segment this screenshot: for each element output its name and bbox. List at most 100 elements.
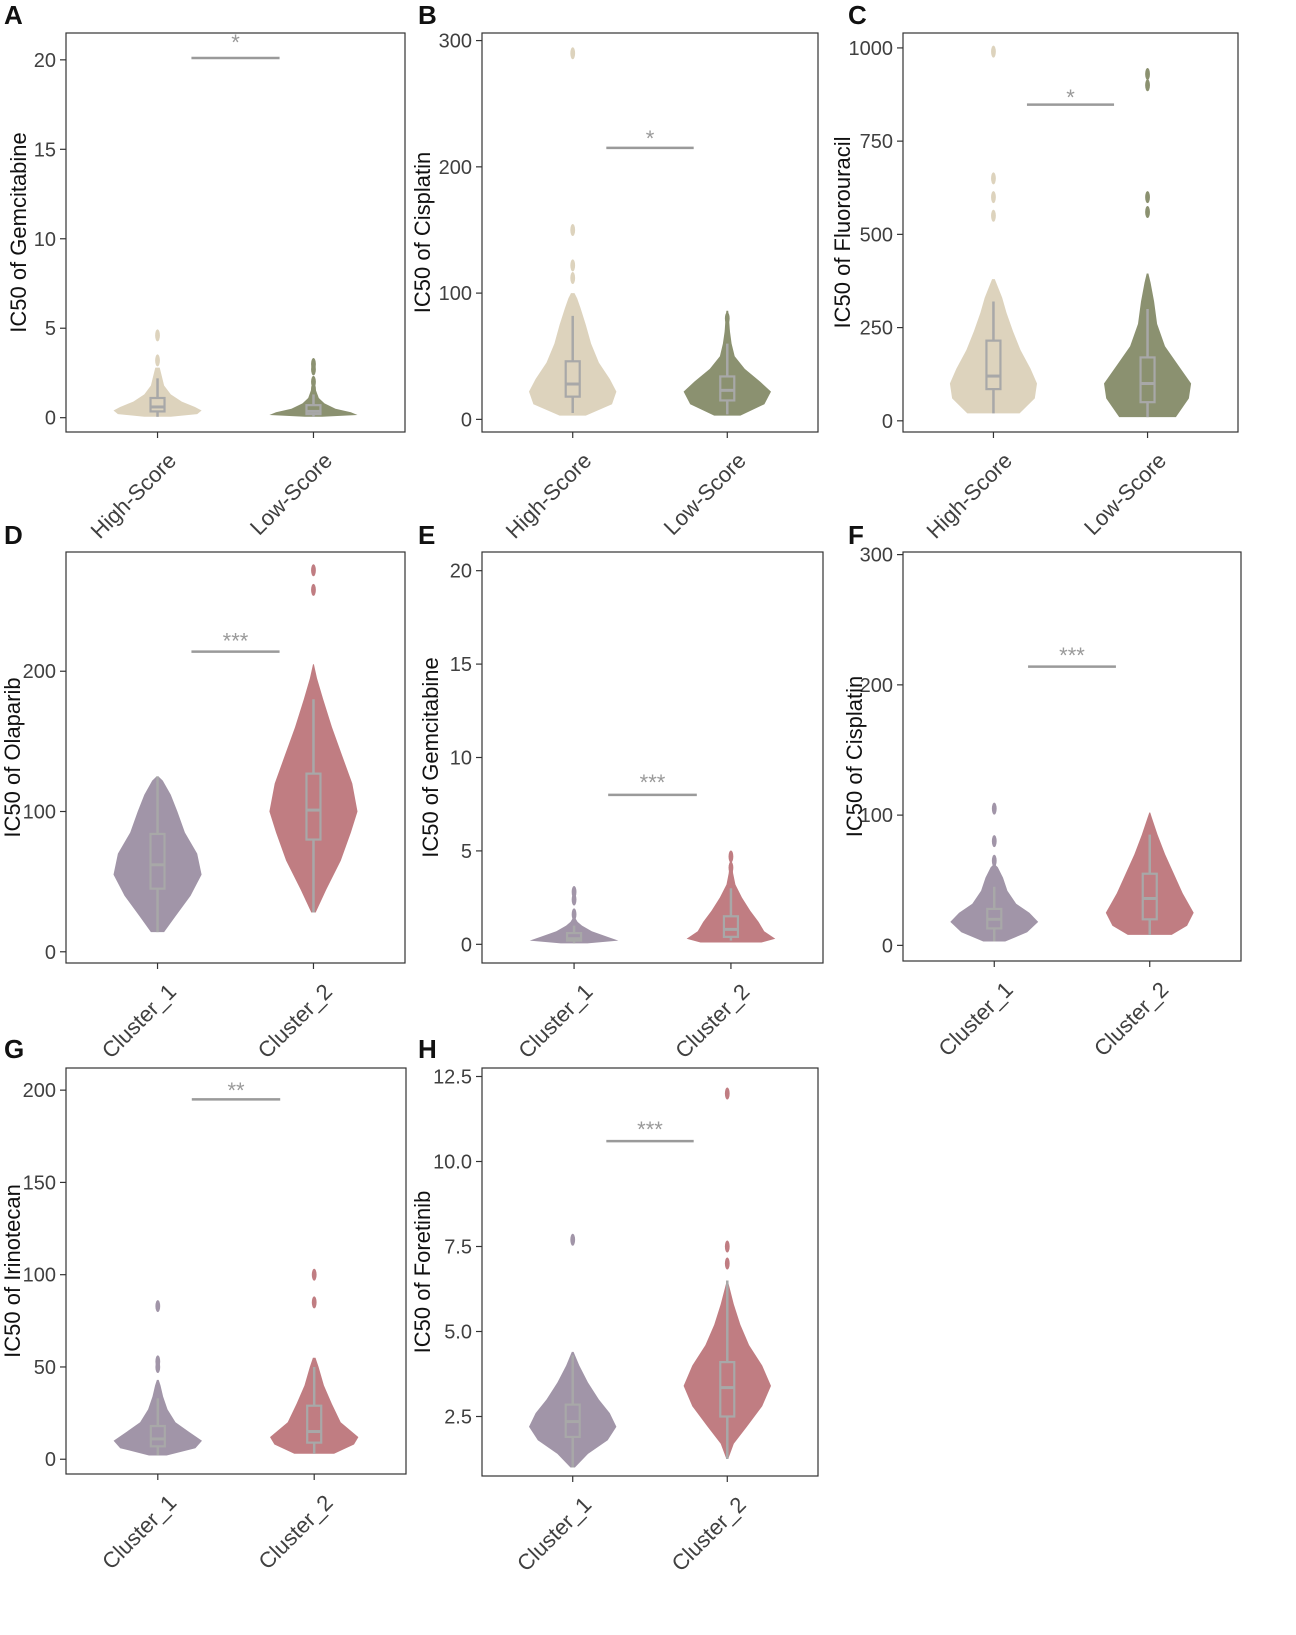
y-tick-label: 750 bbox=[860, 131, 893, 153]
box-iqr bbox=[1141, 872, 1158, 921]
x-category-label: Low-Score bbox=[1079, 448, 1171, 540]
box-iqr bbox=[719, 1360, 736, 1418]
y-tick-label: 0 bbox=[45, 408, 56, 430]
x-category-label: Cluster_2 bbox=[667, 1492, 751, 1576]
y-tick-label: 200 bbox=[439, 157, 472, 179]
y-tick-label: 0 bbox=[882, 935, 893, 957]
panel-letter: G bbox=[4, 1034, 24, 1064]
outlier-point bbox=[155, 1355, 161, 1368]
y-tick-label: 5.0 bbox=[444, 1322, 472, 1344]
outlier-point bbox=[724, 1087, 730, 1100]
outlier-point bbox=[1145, 191, 1150, 204]
y-tick-label: 2.5 bbox=[444, 1407, 472, 1429]
y-tick-label: 250 bbox=[860, 318, 893, 340]
y-tick-label: 200 bbox=[860, 675, 893, 697]
plot-frame bbox=[902, 551, 1242, 962]
y-tick-label: 100 bbox=[439, 283, 472, 305]
y-tick-label: 200 bbox=[23, 1080, 56, 1102]
x-category-label: Cluster_2 bbox=[1089, 977, 1173, 1061]
x-category-label: Cluster_1 bbox=[512, 1492, 596, 1576]
outlier-point bbox=[311, 358, 316, 371]
y-tick-label: 150 bbox=[23, 1172, 56, 1194]
outlier-point bbox=[724, 1257, 730, 1270]
box-iqr bbox=[564, 360, 581, 398]
y-axis-title: IC50 of Cisplatin bbox=[410, 152, 435, 313]
y-axis-title: IC50 of Cisplatin bbox=[842, 676, 867, 837]
box-iqr bbox=[306, 1404, 323, 1444]
x-category-label: High-Score bbox=[921, 448, 1016, 543]
outlier-point bbox=[1145, 205, 1150, 218]
outlier-point bbox=[724, 324, 730, 337]
significance-label: * bbox=[646, 126, 655, 151]
outlier-point bbox=[155, 329, 160, 342]
y-tick-label: 50 bbox=[34, 1357, 56, 1379]
y-tick-label: 1000 bbox=[849, 38, 894, 60]
outlier-point bbox=[311, 564, 316, 577]
x-category-label: Cluster_1 bbox=[934, 977, 1018, 1061]
plot-frame bbox=[481, 551, 824, 964]
outlier-point bbox=[570, 271, 576, 284]
plot-frame bbox=[65, 1067, 407, 1475]
box-iqr bbox=[305, 772, 322, 841]
y-tick-label: 100 bbox=[23, 1265, 56, 1287]
outlier-point bbox=[991, 172, 996, 185]
plot-frame bbox=[65, 32, 406, 433]
outlier-point bbox=[570, 47, 576, 60]
outlier-point bbox=[570, 223, 576, 236]
y-tick-label: 0 bbox=[45, 1449, 56, 1471]
outlier-point bbox=[991, 854, 997, 867]
significance-label: * bbox=[231, 30, 240, 55]
outlier-point bbox=[991, 835, 997, 848]
outlier-point bbox=[311, 583, 316, 596]
outlier-point bbox=[724, 1240, 730, 1253]
y-tick-label: 15 bbox=[34, 139, 56, 161]
outlier-point bbox=[991, 191, 996, 204]
y-axis-title: IC50 of Foretinib bbox=[410, 1191, 435, 1354]
outlier-point bbox=[728, 861, 734, 874]
outlier-point bbox=[1145, 79, 1150, 92]
outlier-point bbox=[571, 886, 577, 899]
x-category-label: Cluster_1 bbox=[97, 979, 181, 1063]
panel-letter: B bbox=[418, 0, 437, 30]
panel-letter: C bbox=[848, 0, 867, 30]
outlier-point bbox=[570, 259, 576, 272]
panel-F: F 0 100 200 300 IC50 of Cisplatin Cluster_1 Clu… bbox=[842, 520, 1242, 1061]
y-axis-title: IC50 of Gemcitabine bbox=[6, 132, 31, 333]
outlier-point bbox=[155, 1300, 161, 1313]
panel-H: H 2.5 5.0 7.5 10.0 12.5 IC50 of Foretinib Clust… bbox=[410, 1034, 819, 1576]
y-axis-title: IC50 of Irinotecan bbox=[0, 1184, 25, 1358]
y-tick-label: 300 bbox=[439, 31, 472, 53]
outlier-point bbox=[570, 1233, 576, 1246]
outlier-point bbox=[991, 209, 996, 222]
box-iqr bbox=[565, 932, 583, 942]
panel-B: B 0 100 200 300 IC50 of Cisplatin High-Score Lo… bbox=[410, 0, 819, 543]
box-iqr bbox=[722, 915, 740, 938]
panel-E: E 0 5 10 15 20 IC50 of Gemcitabine Cluster_1 Clu… bbox=[418, 520, 824, 1063]
y-tick-label: 100 bbox=[23, 802, 56, 824]
x-category-label: Low-Score bbox=[659, 448, 751, 540]
box-iqr bbox=[149, 832, 166, 890]
x-category-label: High-Score bbox=[86, 448, 181, 543]
outlier-point bbox=[991, 45, 996, 58]
outlier-point bbox=[1145, 68, 1150, 81]
outlier-point bbox=[724, 312, 730, 325]
y-tick-label: 10 bbox=[34, 229, 56, 251]
outlier-point bbox=[311, 375, 316, 388]
box-iqr bbox=[719, 375, 736, 402]
box-iqr bbox=[1139, 356, 1156, 404]
x-category-label: Low-Score bbox=[245, 448, 337, 540]
outlier-point bbox=[991, 802, 997, 815]
plot-frame bbox=[481, 1067, 819, 1477]
panel-letter: E bbox=[418, 520, 435, 550]
y-tick-label: 0 bbox=[461, 409, 472, 431]
outlier-point bbox=[571, 908, 577, 921]
significance-label: ** bbox=[227, 1078, 245, 1103]
y-tick-label: 12.5 bbox=[433, 1067, 472, 1089]
y-tick-label: 5 bbox=[45, 318, 56, 340]
x-category-label: Cluster_1 bbox=[513, 979, 597, 1063]
significance-label: *** bbox=[223, 628, 249, 653]
y-tick-label: 5 bbox=[461, 841, 472, 863]
y-tick-label: 20 bbox=[34, 50, 56, 72]
panel-letter: H bbox=[418, 1034, 437, 1064]
